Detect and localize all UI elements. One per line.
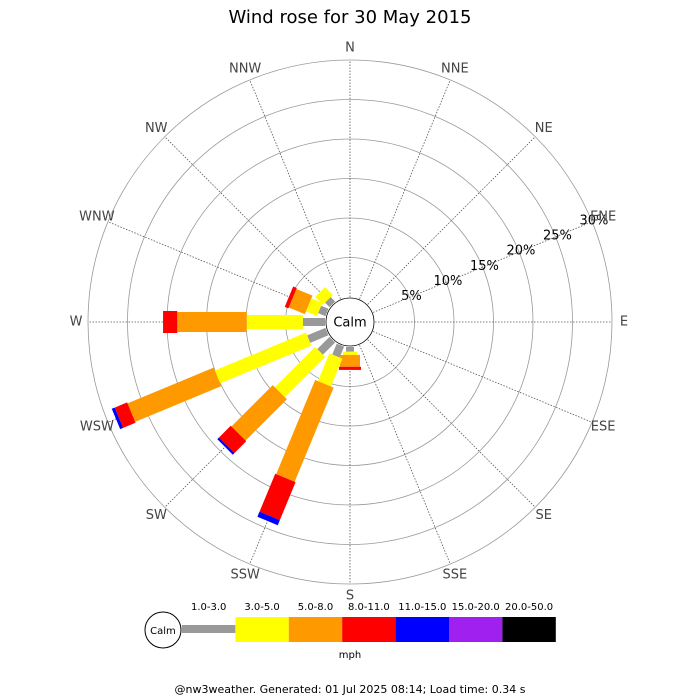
wind-bar [305,298,323,316]
direction-label: E [620,315,628,330]
wind-bar [177,312,247,332]
legend-swatch [235,617,289,642]
footer: @nw3weather. Generated: 01 Jul 2025 08:1… [175,683,526,696]
calm-circle [325,297,375,347]
direction-label: NE [535,121,553,136]
spoke [164,136,333,305]
direction-label: NNE [441,61,469,76]
direction-label: ESE [591,419,616,434]
wind-bar [339,366,361,370]
r-tick-label: 30% [579,213,608,228]
wind-bar [231,385,287,441]
legend-label: 15.0-20.0 [452,602,500,613]
wind-bar [276,379,334,482]
legend-swatch [395,617,449,642]
r-tick-label: 5% [401,289,422,304]
wind-bar [274,347,325,398]
wind-bar [218,425,247,454]
direction-label: W [70,315,83,330]
spoke [367,339,536,508]
legend-swatch [502,617,556,642]
direction-label: N [345,41,355,56]
spoke [359,344,451,565]
wind-bar [214,332,312,384]
chart-title: Wind rose for 30 May 2015 [229,7,472,28]
direction-label: NNW [229,61,261,76]
legend-label: 8.0-11.0 [348,602,390,613]
legend-label: 1.0-3.0 [191,602,226,613]
wind-bar [340,354,360,367]
spoke [249,79,341,300]
wind-bar [318,305,329,317]
wind-bar [307,327,329,343]
legend-swatch [288,617,343,642]
wind-bar [114,402,136,428]
wind-bar [332,343,345,358]
spoke [359,79,451,300]
wind-bar [317,336,336,355]
legend-label: 11.0-15.0 [398,602,446,613]
spoke [372,221,593,313]
legend-calm-label: Calm [150,626,176,637]
spoke [372,331,593,423]
direction-label: WSW [80,419,114,434]
calm-label: Calm [333,316,366,331]
direction-label: NW [145,121,168,136]
direction-label: ENE [590,210,616,225]
legend-swatch [342,617,396,642]
wind-bar [257,511,280,526]
direction-label: SW [146,508,167,523]
wind-bar [246,315,303,329]
wind-bar [259,473,296,521]
wind-bar [343,351,357,355]
wind-bar [346,347,354,352]
direction-label: WNW [79,210,115,225]
legend-label: 3.0-5.0 [244,602,279,613]
grid-ring [87,59,613,585]
wind-bar [163,311,178,333]
wind-bar [315,287,333,305]
wind-bar [217,437,235,455]
r-tick-label: 25% [543,229,572,244]
spoke [367,136,536,305]
wind-bar [317,353,343,387]
wind-bar [302,318,326,326]
legend-label: 5.0-8.0 [298,602,333,613]
direction-label: SSW [230,568,260,583]
legend-swatch [182,625,236,633]
wind-bar [284,286,297,309]
wind-bar [111,407,124,430]
grid-ring [127,99,573,545]
legend-unit: mph [339,650,361,661]
wind-bar [288,288,313,315]
direction-label: S [346,589,354,604]
legend-swatch [449,617,503,642]
legend-calm [144,611,182,649]
wind-bar [325,297,336,308]
direction-label: SE [536,508,552,523]
wind-bar [127,367,222,422]
direction-label: SSE [442,568,467,583]
legend-label: 20.0-50.0 [505,602,553,613]
